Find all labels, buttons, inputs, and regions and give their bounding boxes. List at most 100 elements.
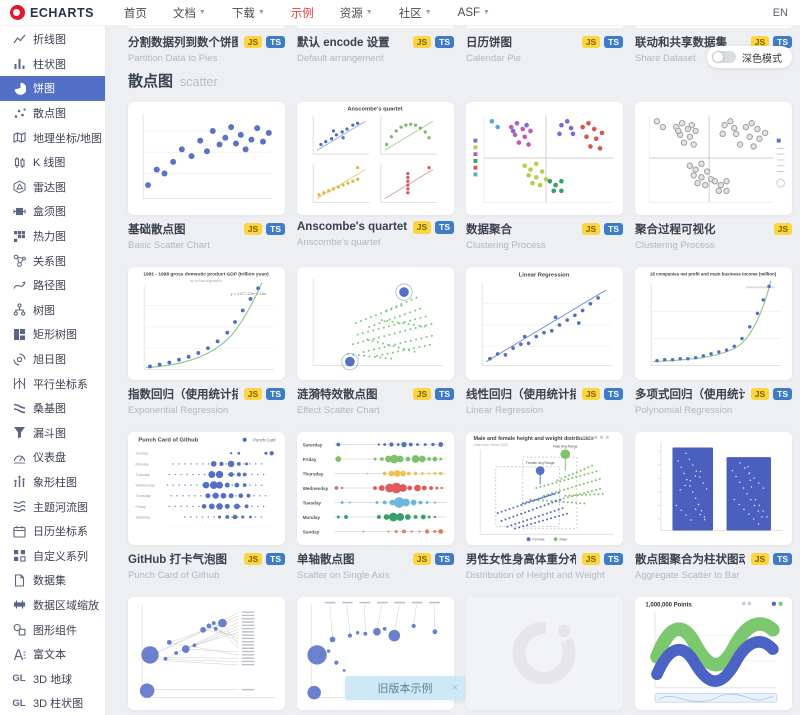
sidebar-item-line[interactable]: 折线图 [0, 27, 105, 52]
ts-badge[interactable]: TS [435, 221, 454, 234]
sidebar-item-funnel[interactable]: 漏斗图 [0, 421, 105, 446]
thumb-height-weight[interactable]: Male and female height and weight distri… [466, 432, 623, 545]
thumb-single-axis[interactable]: Saturday Friday Thursday Wednesday Tuesday Mo… [297, 432, 454, 545]
sidebar-item-graph[interactable]: 关系图 [0, 248, 105, 273]
example-title[interactable]: 男性女性身高体重分布 [466, 554, 576, 566]
example-title[interactable]: 分割数据列到数个饼图 [128, 37, 238, 49]
dark-mode-toggle[interactable]: 深色模式 [707, 46, 792, 68]
close-icon[interactable]: × [451, 682, 458, 694]
js-badge[interactable]: JS [773, 222, 792, 236]
js-badge[interactable]: JS [581, 552, 601, 566]
thumb-linear-regression[interactable]: Linear Regression [466, 267, 623, 380]
example-title[interactable]: 数据聚合 [466, 224, 512, 236]
sidebar-item-candlestick[interactable]: K 线图 [0, 150, 105, 175]
thumb-exponential-regression[interactable]: 1981 - 1998 gross domestic product GDP (… [128, 267, 285, 380]
js-badge[interactable]: JS [412, 552, 432, 566]
js-badge[interactable]: JS [750, 35, 770, 49]
example-title[interactable]: 日历饼图 [466, 37, 512, 49]
sidebar-item-treemap[interactable]: 矩形树图 [0, 322, 105, 347]
echarts-logo[interactable]: ECHARTS [10, 5, 94, 20]
js-badge[interactable]: JS [243, 222, 263, 236]
nav-item-resources[interactable]: 资源 ▼ [339, 7, 373, 20]
thumb-loading-placeholder[interactable] [466, 597, 623, 710]
example-title[interactable]: 指数回归（使用统计插件） [128, 389, 238, 401]
thumb-large-scatter[interactable]: 1,000,000 Points [635, 597, 792, 710]
ts-badge[interactable]: TS [604, 35, 623, 49]
js-badge[interactable]: JS [243, 387, 263, 401]
sidebar-item-calendar[interactable]: 日历坐标系 [0, 519, 105, 544]
sidebar-item-heatmap[interactable]: 热力图 [0, 224, 105, 249]
ts-badge[interactable]: TS [435, 35, 454, 49]
sidebar-item-radar[interactable]: 雷达图 [0, 175, 105, 200]
example-title[interactable]: 散点图聚合为柱状图动画 [635, 554, 745, 566]
example-title[interactable]: 多项式回归（使用统计插件） [635, 389, 745, 401]
sidebar-item-rich-text[interactable]: 富文本 [0, 642, 105, 667]
nav-item-examples[interactable]: 示例 [290, 7, 314, 20]
sidebar-item-gl-globe[interactable]: GL 3D 地球 [12, 673, 73, 686]
sidebar-item-data-zoom[interactable]: 数据区域缩放 [0, 593, 105, 618]
js-badge[interactable]: JS [412, 35, 432, 49]
thumb-label-align-right[interactable] [128, 597, 285, 710]
language-switch[interactable]: EN [772, 6, 788, 19]
sidebar-item-scatter[interactable]: 散点图 [0, 101, 105, 126]
sidebar-item-pictorial-bar[interactable]: 象形柱图 [0, 470, 105, 495]
js-badge[interactable]: JS [243, 35, 263, 49]
example-title[interactable]: 单轴散点图 [297, 554, 355, 566]
ts-badge[interactable]: TS [773, 552, 792, 566]
sidebar-item-sankey[interactable]: 桑基图 [0, 396, 105, 421]
sidebar-item-graphic[interactable]: 图形组件 [0, 617, 105, 642]
sidebar-item-map[interactable]: 地理坐标/地图 [0, 125, 105, 150]
ts-badge[interactable]: TS [266, 222, 285, 236]
sidebar-item-gl-bar3d[interactable]: GL 3D 柱状图 [12, 697, 84, 711]
example-title[interactable]: GitHub 打卡气泡图 [128, 554, 228, 566]
toggle-track[interactable] [712, 51, 736, 63]
thumb-effect-scatter[interactable] [297, 267, 454, 380]
js-badge[interactable]: JS [412, 221, 432, 234]
sidebar-item-bar[interactable]: 柱状图 [0, 52, 105, 77]
nav-item-community[interactable]: 社区 ▼ [398, 7, 432, 20]
ts-badge[interactable]: TS [604, 387, 623, 401]
ts-badge[interactable]: TS [266, 35, 285, 49]
example-title[interactable]: 默认 encode 设置 [297, 37, 390, 49]
sidebar-item-custom[interactable]: 自定义系列 [0, 543, 105, 568]
nav-item-docs[interactable]: 文档 ▼ [172, 7, 206, 20]
sidebar-item-pie[interactable]: 饼图 [0, 76, 105, 101]
sidebar-item-parallel[interactable]: 平行坐标系 [0, 371, 105, 396]
thumb-anscombe[interactable]: Anscombe's quartet [297, 102, 454, 215]
js-badge[interactable]: JS [243, 552, 263, 566]
ts-badge[interactable]: TS [604, 222, 623, 236]
example-title[interactable]: Anscombe's quartet [297, 221, 407, 234]
js-badge[interactable]: JS [750, 387, 770, 401]
thumb-polynomial-regression[interactable]: 18 companies net profit and main busines… [635, 267, 792, 380]
sidebar-item-tree[interactable]: 树图 [0, 298, 105, 323]
ts-badge[interactable]: TS [266, 552, 285, 566]
example-title[interactable]: 联动和共享数据集 [635, 37, 727, 49]
thumb-clustering-process[interactable] [635, 102, 792, 215]
ts-badge[interactable]: TS [435, 552, 454, 566]
thumb-clustering[interactable] [466, 102, 623, 215]
example-title[interactable]: 涟漪特效散点图 [297, 389, 378, 401]
thumb-punch-card[interactable]: Punch Card of Github Punch Card Sunday Mo… [128, 432, 285, 545]
example-title[interactable]: 线性回归（使用统计插件） [466, 389, 576, 401]
ts-badge[interactable]: TS [773, 35, 792, 49]
sidebar-item-theme-river[interactable]: 主题河流图 [0, 494, 105, 519]
sidebar-item-gauge[interactable]: 仪表盘 [0, 445, 105, 470]
sidebar-item-lines[interactable]: 路径图 [0, 273, 105, 298]
js-badge[interactable]: JS [581, 387, 601, 401]
ts-badge[interactable]: TS [266, 387, 285, 401]
ts-badge[interactable]: TS [435, 387, 454, 401]
example-title[interactable]: 基础散点图 [128, 224, 186, 236]
nav-item-asf[interactable]: ASF ▼ [457, 6, 490, 19]
thumb-scatter-basic[interactable] [128, 102, 285, 215]
js-badge[interactable]: JS [581, 35, 601, 49]
ts-badge[interactable]: TS [773, 387, 792, 401]
sidebar-item-sunburst[interactable]: 旭日图 [0, 347, 105, 372]
ts-badge[interactable]: TS [604, 552, 623, 566]
js-badge[interactable]: JS [412, 387, 432, 401]
sidebar-item-boxplot[interactable]: 盒须图 [0, 199, 105, 224]
example-title[interactable]: 聚合过程可视化 [635, 224, 716, 236]
nav-item-download[interactable]: 下载 ▼ [231, 7, 265, 20]
js-badge[interactable]: JS [750, 552, 770, 566]
nav-item-home[interactable]: 首页 [123, 7, 147, 20]
js-badge[interactable]: JS [581, 222, 601, 236]
